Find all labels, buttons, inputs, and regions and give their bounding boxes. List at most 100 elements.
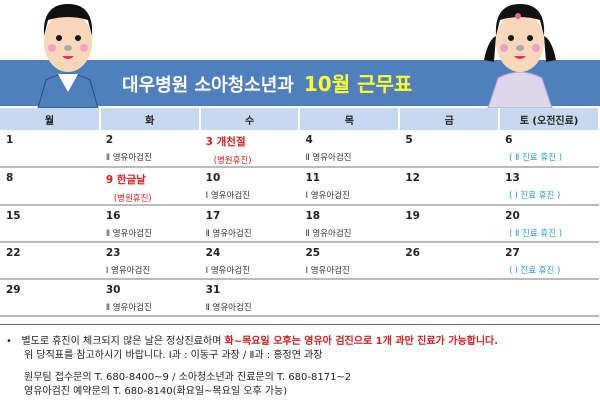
day-note: Ⅱ 영유아검진 bbox=[105, 229, 152, 239]
day-number: 8 bbox=[6, 172, 14, 184]
day-note: Ⅰ 영유아검진 bbox=[305, 266, 350, 276]
day-note: ( Ⅱ 진료 휴진 ) bbox=[509, 229, 563, 239]
day-number: 31 bbox=[205, 284, 221, 296]
day-cell: 30 Ⅱ 영유아검진 bbox=[99, 279, 200, 317]
week-row: 15 16 Ⅱ 영유아검진 17 Ⅱ 영유아검진 18 Ⅱ 영유아검진 19 20 ( Ⅱ 진료 … bbox=[0, 205, 599, 243]
day-cell: 5 bbox=[399, 130, 500, 168]
day-cell: 27 ( Ⅰ 진료 휴진 ) bbox=[499, 242, 599, 280]
day-note: Ⅰ 영유아검진 bbox=[105, 266, 151, 276]
day-number: 1 bbox=[6, 134, 14, 146]
day-number: 24 bbox=[205, 247, 221, 259]
day-cell: 18 Ⅱ 영유아검진 bbox=[299, 205, 400, 243]
day-cell: 8 bbox=[0, 167, 100, 206]
divider bbox=[0, 324, 600, 325]
day-number: 11 bbox=[305, 172, 321, 184]
day-cell: 15 bbox=[0, 205, 100, 243]
hospital-department: 대우병원 소아청소년과 bbox=[122, 75, 294, 96]
notice-line-2: 위 당직표를 참고하시기 바랍니다. Ⅰ과 : 이동구 과장 / Ⅱ과 : 홍정… bbox=[24, 350, 323, 361]
day-note: Ⅱ 영유아검진 bbox=[205, 229, 252, 239]
day-cell: 9 한글날 (병원휴진) bbox=[99, 167, 200, 206]
day-cell: 31 Ⅱ 영유아검진 bbox=[199, 279, 300, 317]
day-cell: 24 Ⅰ 영유아검진 bbox=[199, 242, 300, 280]
day-note: (병원휴진) bbox=[113, 194, 152, 204]
page-title: 대우병원 소아청소년과 10월 근무표 bbox=[122, 68, 412, 97]
contact-line-2: 영유아검진 예약문의 T. 680-8140(화요일~목요일 오후 가능) bbox=[24, 386, 288, 397]
day-number: 3 개천절 bbox=[205, 136, 246, 148]
week-row: 29 30 Ⅱ 영유아검진 31 Ⅱ 영유아검진 bbox=[0, 279, 599, 317]
month-schedule-title: 10월 근무표 bbox=[303, 72, 413, 96]
day-number: 9 한글날 bbox=[105, 174, 146, 186]
weekday-header: 월 bbox=[0, 108, 101, 130]
notice-text: 별도로 휴진이 체크되지 않은 날은 정상진료하며 bbox=[21, 336, 225, 347]
day-note: ( Ⅰ 진료 휴진 ) bbox=[509, 266, 561, 276]
day-number: 17 bbox=[205, 210, 221, 222]
day-note: Ⅱ 영유아검진 bbox=[305, 229, 352, 239]
day-cell: 2 Ⅱ 영유아검진 bbox=[99, 130, 200, 168]
day-number: 27 bbox=[505, 247, 520, 259]
day-cell bbox=[399, 279, 500, 317]
day-cell bbox=[499, 279, 599, 317]
day-number: 16 bbox=[105, 210, 121, 222]
day-number: 25 bbox=[305, 247, 321, 259]
day-note: Ⅰ 영유아검진 bbox=[205, 266, 250, 276]
day-number: 12 bbox=[405, 172, 420, 184]
notice-highlight: 화~목요일 오후는 영유아 검진으로 1개 과만 진료가 가능합니다. bbox=[224, 336, 499, 347]
day-number: 5 bbox=[405, 134, 413, 146]
day-note: Ⅰ 영유아검진 bbox=[305, 191, 350, 201]
day-cell: 3 개천절 (병원휴진) bbox=[199, 130, 300, 168]
day-number: 13 bbox=[505, 172, 520, 184]
week-row: 22 23 Ⅰ 영유아검진 24 Ⅰ 영유아검진 25 Ⅰ 영유아검진 26 27 ( Ⅰ 진료 … bbox=[0, 242, 599, 280]
day-number: 2 bbox=[105, 134, 114, 146]
day-cell: 6 ( Ⅱ 진료 휴진 ) bbox=[499, 130, 599, 168]
notice-line-1: • 별도로 휴진이 체크되지 않은 날은 정상진료하며 화~목요일 오후는 영유… bbox=[6, 332, 498, 347]
day-cell: 25 Ⅰ 영유아검진 bbox=[299, 242, 400, 280]
day-number: 6 bbox=[505, 134, 513, 146]
day-note: (병원휴진) bbox=[213, 156, 252, 166]
bullet: • bbox=[6, 336, 12, 347]
day-number: 19 bbox=[405, 210, 420, 222]
week-row: 8 9 한글날 (병원휴진) 10 Ⅰ 영유아검진 11 Ⅰ 영유아검진 12 13 ( Ⅰ 진료… bbox=[0, 167, 599, 206]
weekday-header: 토 (오전진료) bbox=[499, 108, 600, 130]
day-number: 4 bbox=[305, 134, 313, 146]
day-note: Ⅱ 영유아검진 bbox=[205, 303, 252, 313]
day-cell: 23 Ⅰ 영유아검진 bbox=[99, 242, 200, 280]
week-row: 1 2 Ⅱ 영유아검진 3 개천절 (병원휴진) 4 Ⅱ 영유아검진 5 6 ( Ⅱ 진료 휴진 … bbox=[0, 130, 599, 168]
day-number: 10 bbox=[205, 172, 221, 184]
day-cell: 22 bbox=[0, 242, 100, 280]
day-cell: 11 Ⅰ 영유아검진 bbox=[299, 167, 400, 206]
day-cell bbox=[299, 279, 400, 317]
day-cell: 13 ( Ⅰ 진료 휴진 ) bbox=[499, 167, 599, 206]
day-note: ( Ⅱ 진료 휴진 ) bbox=[509, 153, 563, 163]
day-cell: 19 bbox=[399, 205, 500, 243]
day-cell: 20 ( Ⅱ 진료 휴진 ) bbox=[499, 205, 599, 243]
day-note: Ⅱ 영유아검진 bbox=[105, 303, 152, 313]
day-number: 18 bbox=[305, 210, 321, 222]
day-number: 30 bbox=[105, 284, 121, 296]
day-cell: 12 bbox=[399, 167, 500, 206]
contact-line-1: 원무팀 접수문의 T. 680-8400~9 / 소아청소년과 진료문의 T. … bbox=[24, 372, 352, 383]
day-note: Ⅰ 영유아검진 bbox=[205, 191, 250, 201]
boy-illustration bbox=[37, 4, 99, 108]
day-cell: 16 Ⅱ 영유아검진 bbox=[99, 205, 200, 243]
day-note: Ⅱ 영유아검진 bbox=[105, 153, 152, 163]
day-note: Ⅱ 영유아검진 bbox=[305, 153, 352, 163]
day-number: 15 bbox=[6, 210, 21, 222]
day-number: 23 bbox=[105, 247, 121, 259]
day-cell: 29 bbox=[0, 279, 100, 317]
day-cell: 17 Ⅱ 영유아검진 bbox=[199, 205, 300, 243]
day-note: ( Ⅰ 진료 휴진 ) bbox=[509, 191, 561, 201]
day-cell: 1 bbox=[0, 130, 100, 168]
weekday-header: 금 bbox=[399, 108, 501, 130]
day-number: 29 bbox=[6, 284, 21, 296]
weekday-header: 수 bbox=[199, 108, 301, 130]
day-number: 22 bbox=[6, 247, 21, 259]
girl-illustration bbox=[484, 4, 556, 108]
weekday-header: 목 bbox=[299, 108, 401, 130]
weekday-header: 화 bbox=[99, 108, 201, 130]
day-cell: 26 bbox=[399, 242, 500, 280]
day-cell: 10 Ⅰ 영유아검진 bbox=[199, 167, 300, 206]
day-number: 26 bbox=[405, 247, 420, 259]
day-cell: 4 Ⅱ 영유아검진 bbox=[299, 130, 400, 168]
day-number: 20 bbox=[505, 210, 520, 222]
